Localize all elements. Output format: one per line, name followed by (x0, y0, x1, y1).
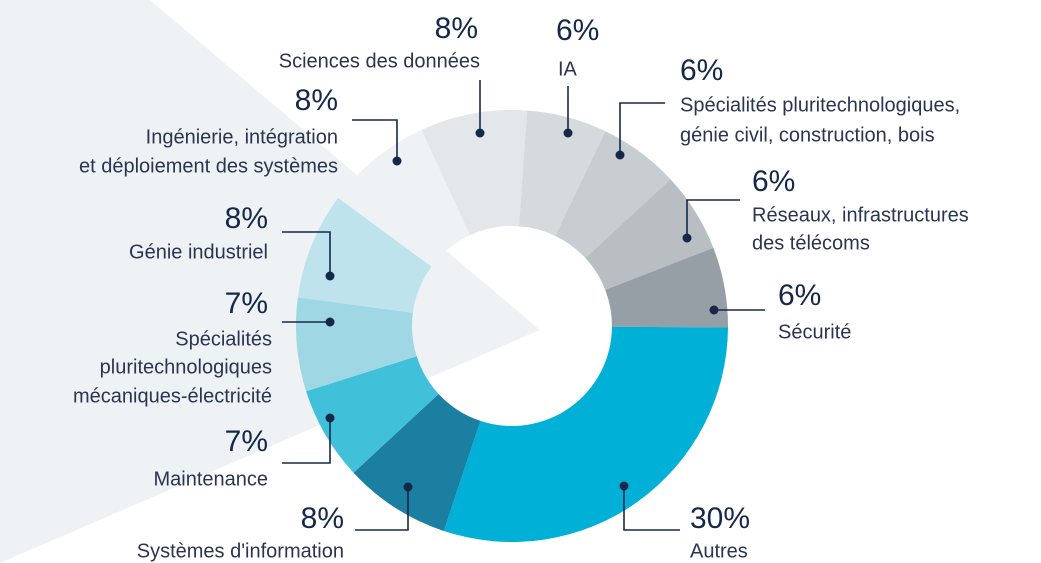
donut-slice (518, 110, 606, 236)
donut-slice (421, 110, 528, 236)
donut-slice (555, 131, 671, 259)
donut-slice (338, 129, 471, 267)
percent-label: 6% (778, 279, 821, 312)
category-label: Ingénierie, intégration (146, 126, 338, 148)
category-label: Autres (690, 540, 748, 562)
leader-dot (392, 156, 402, 166)
leader-line (619, 102, 665, 155)
category-label: et déploiement des systèmes (79, 155, 338, 177)
leader-dot (403, 482, 413, 492)
donut-slice (585, 179, 714, 290)
leader-line (355, 487, 409, 531)
category-label: Spécialités pluritechnologiques, (680, 94, 960, 116)
percent-label: 8% (225, 202, 268, 235)
category-label: Systèmes d'information (137, 540, 344, 562)
category-label: IA (558, 58, 578, 80)
percent-label: 8% (301, 502, 344, 535)
category-label: Sécurité (778, 321, 851, 343)
leader-dot (563, 128, 573, 138)
leader-line (352, 119, 398, 161)
leader-dot (709, 305, 719, 315)
category-label: Réseaux, infrastructures (752, 204, 969, 226)
leader-dot (615, 150, 625, 160)
leader-dot (325, 413, 335, 423)
leader-line (686, 199, 740, 238)
category-label: Génie industriel (129, 241, 268, 263)
percent-label: 8% (295, 84, 338, 117)
percent-label: 6% (680, 54, 723, 87)
percent-label: 7% (225, 287, 268, 320)
percent-label: 6% (556, 14, 599, 47)
category-label: des télécoms (752, 232, 870, 254)
donut-slice (297, 197, 432, 313)
category-label: génie civil, construction, bois (680, 124, 935, 146)
donut-slice (353, 393, 481, 531)
category-label: Spécialités (175, 328, 272, 350)
donut-slice (605, 247, 728, 328)
leader-line (282, 418, 331, 464)
percent-label: 7% (225, 425, 268, 458)
leader-dot (325, 317, 335, 327)
donut-slice (443, 326, 728, 542)
donut-slice (306, 356, 439, 473)
background-shape (0, 0, 540, 563)
category-label: mécaniques-électricité (73, 385, 272, 407)
leader-line (282, 231, 331, 276)
percent-label: 8% (435, 12, 478, 45)
percent-label: 30% (690, 502, 750, 535)
leader-dot (619, 481, 629, 491)
leader-line (623, 486, 680, 531)
percent-label: 6% (752, 165, 795, 198)
leader-dot (475, 128, 485, 138)
leader-dot (682, 233, 692, 243)
leader-dot (325, 271, 335, 281)
category-label: Maintenance (153, 468, 268, 490)
category-label: Sciences des données (279, 50, 480, 72)
category-label: pluritechnologiques (100, 356, 272, 378)
